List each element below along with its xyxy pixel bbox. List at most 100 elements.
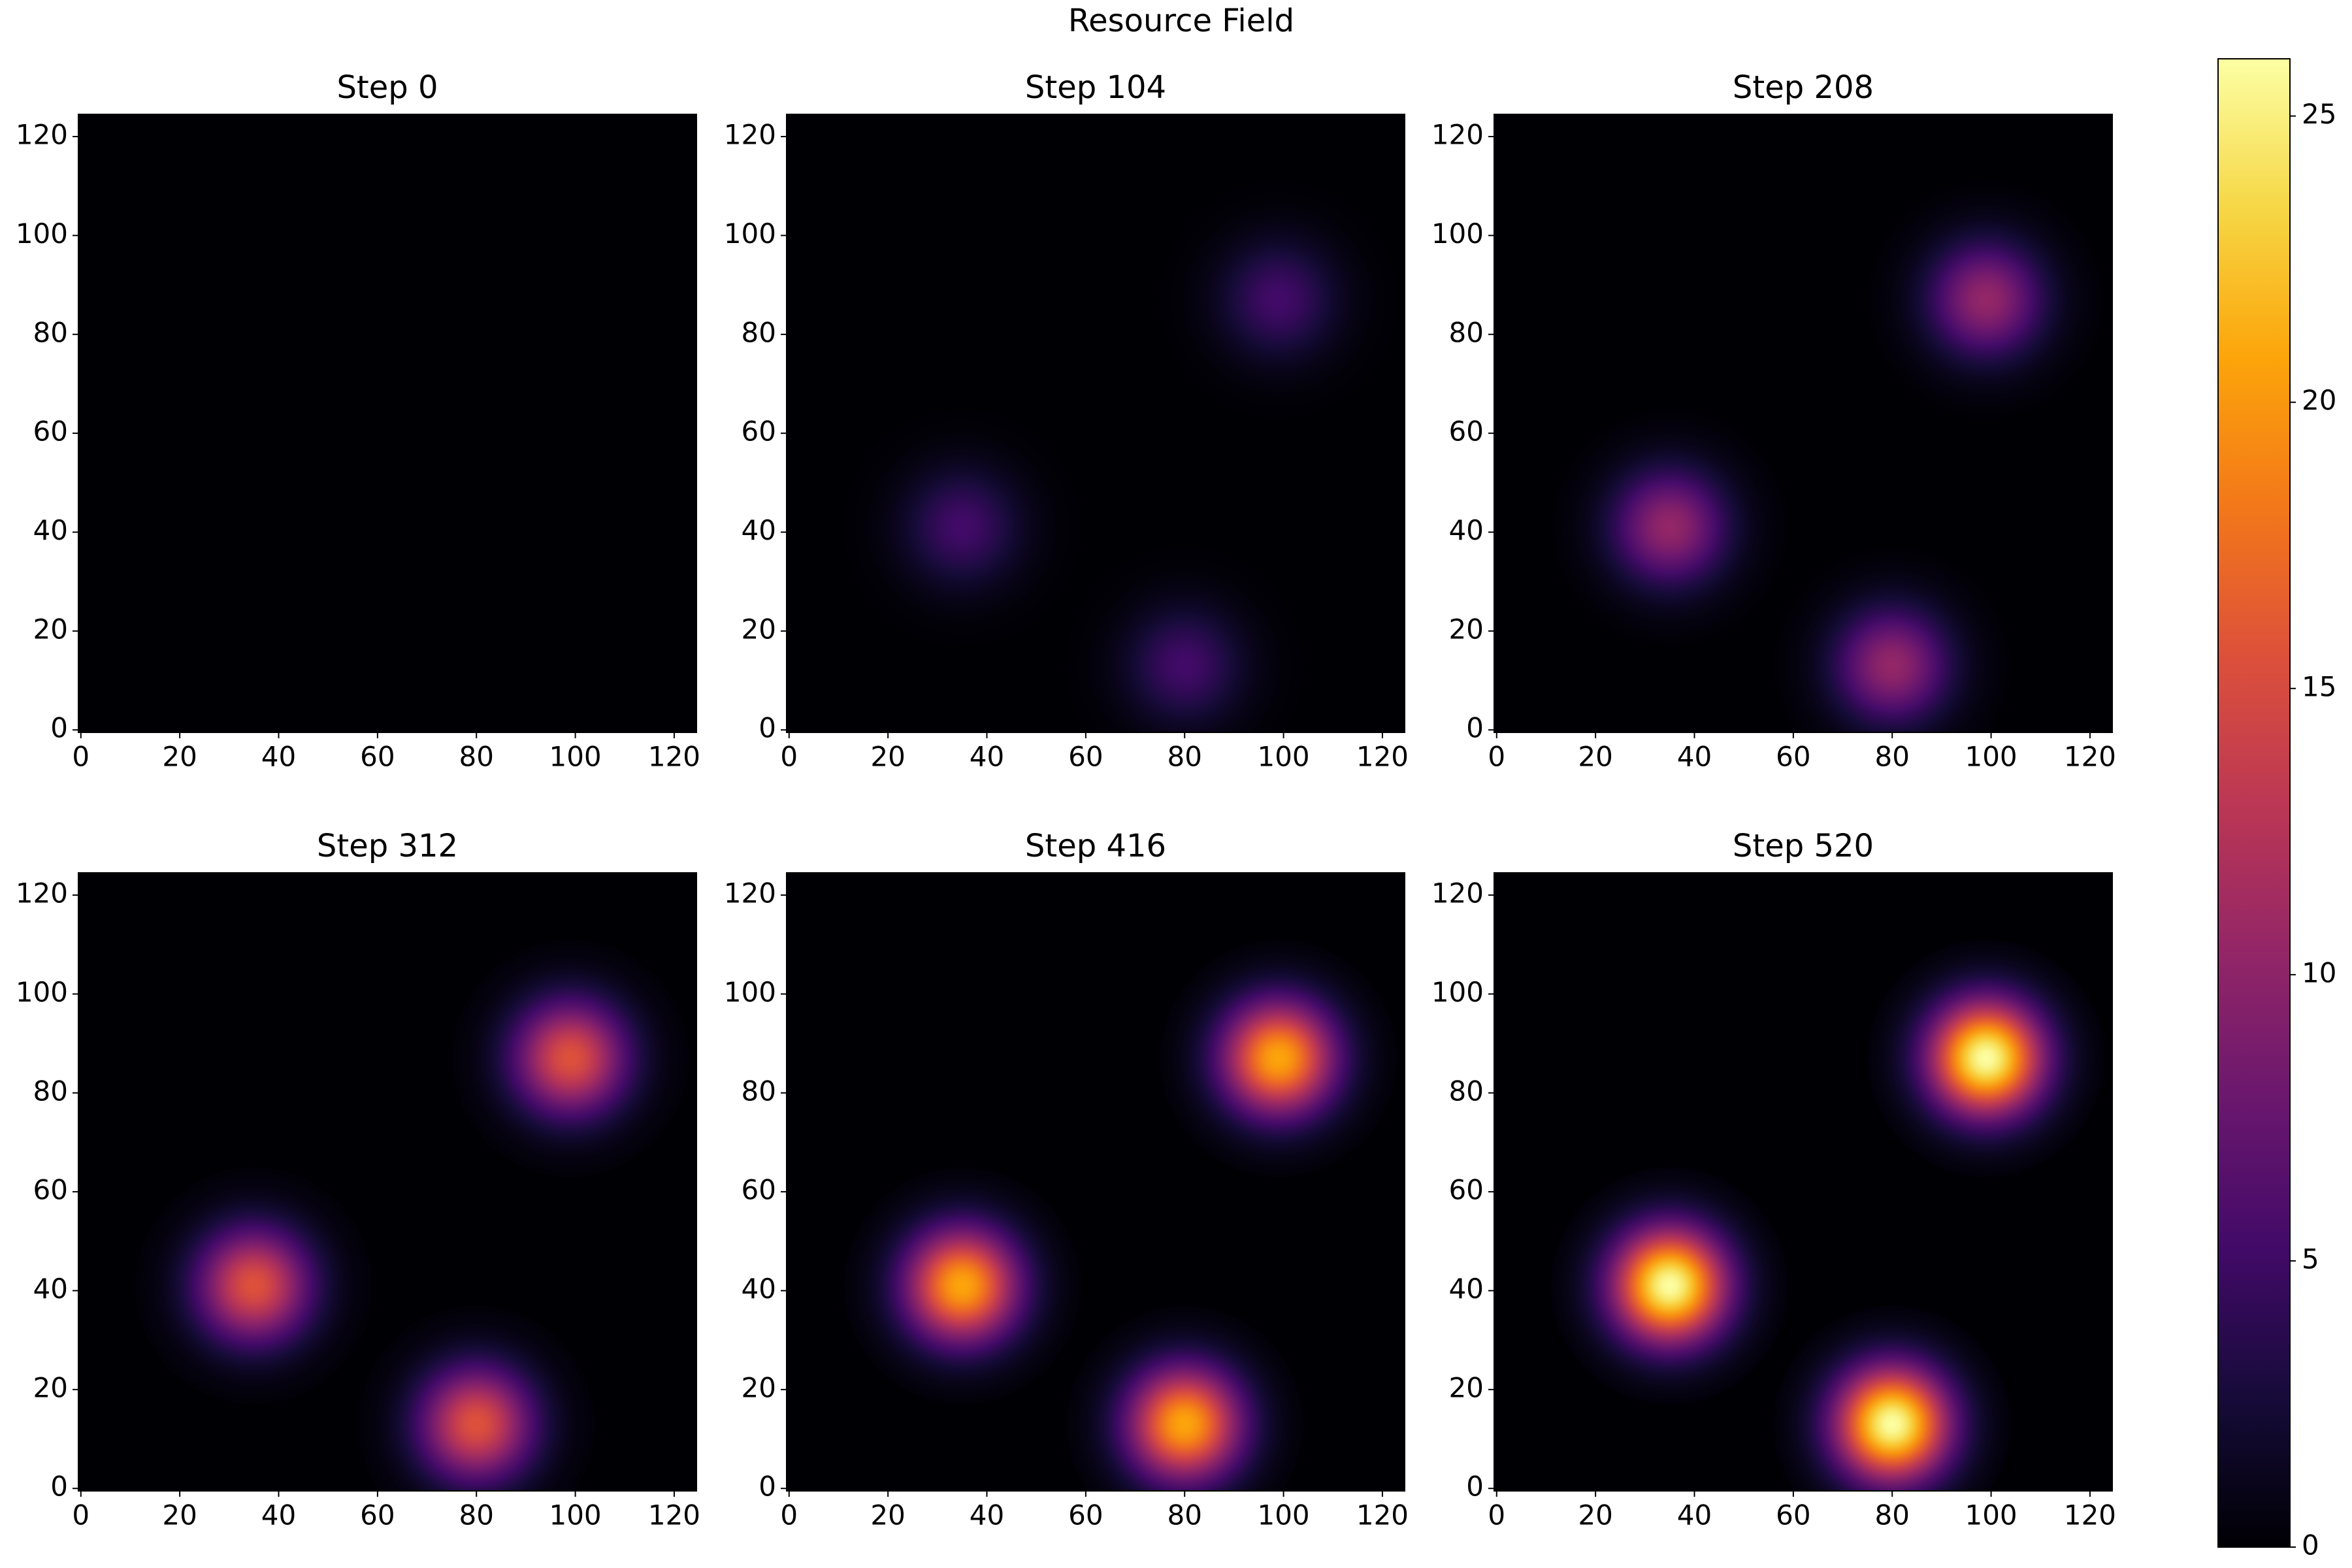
y-tick-label: 80 — [33, 1075, 68, 1107]
x-tick-label: 100 — [1257, 1499, 1309, 1531]
blob — [1551, 1167, 1789, 1405]
y-tick-label: 120 — [724, 119, 776, 151]
blob — [135, 408, 373, 646]
colorbar-tick-label: 15 — [2302, 670, 2336, 702]
panel-title: Step 416 — [1025, 828, 1166, 864]
blobs — [1551, 181, 2105, 732]
x-tick-label: 40 — [1677, 1499, 1712, 1531]
blob — [1160, 939, 1397, 1177]
blobs — [135, 939, 689, 1491]
axes-frame — [78, 872, 697, 1492]
blob — [1066, 1305, 1303, 1491]
x-tick-label: 80 — [1874, 741, 1909, 773]
colorbar-tick-label: 25 — [2302, 98, 2336, 130]
y-tick-label: 80 — [1449, 1075, 1484, 1107]
x-tick-label: 120 — [2064, 1499, 2116, 1531]
y-tick-label: 40 — [1449, 514, 1484, 546]
x-tick-label: 60 — [1068, 741, 1103, 773]
blob — [1066, 547, 1303, 732]
y-tick-label: 40 — [33, 1273, 68, 1305]
panel-title: Step 208 — [1733, 69, 1874, 106]
x-tick-label: 40 — [970, 1499, 1004, 1531]
x-tick-label: 100 — [1257, 741, 1309, 773]
colorbar — [2217, 58, 2291, 1548]
panel-title: Step 520 — [1733, 828, 1874, 864]
blob — [451, 181, 689, 419]
y-tick-label: 100 — [16, 976, 68, 1008]
panel: Step 0 0 20 40 60 80 100 120 0 20 40 60 80 100 120 — [16, 69, 700, 773]
x-tick-label: 80 — [1167, 1499, 1201, 1531]
y-tick-label: 120 — [1431, 877, 1484, 909]
y-tick-label: 100 — [724, 218, 776, 250]
y-tick-label: 20 — [742, 1371, 776, 1403]
x-tick-label: 80 — [1167, 741, 1201, 773]
x-tick-label: 120 — [1356, 741, 1409, 773]
x-tick-label: 40 — [261, 1499, 296, 1531]
y-tick-label: 60 — [1449, 416, 1484, 448]
panel: Step 416 0 20 40 60 80 100 120 0 20 40 60 80 100 120 — [724, 828, 1409, 1531]
colorbar-tick-label: 10 — [2302, 956, 2336, 988]
y-tick-label: 0 — [50, 1471, 68, 1503]
y-tick-label: 100 — [1431, 976, 1484, 1008]
x-tick-label: 80 — [1874, 1499, 1909, 1531]
x-tick-label: 120 — [2064, 741, 2116, 773]
y-tick-label: 40 — [742, 1273, 776, 1305]
axes-frame — [1494, 114, 2113, 733]
y-tick-label: 120 — [16, 877, 68, 909]
panel: Step 520 0 20 40 60 80 100 120 0 20 40 60 80 100 120 — [1431, 828, 2116, 1531]
y-tick-label: 100 — [16, 218, 68, 250]
x-tick-label: 60 — [1068, 1499, 1103, 1531]
y-tick-label: 60 — [33, 1174, 68, 1206]
x-tick-label: 100 — [1965, 741, 2017, 773]
blob — [357, 1305, 595, 1491]
x-tick-label: 20 — [162, 741, 197, 773]
y-tick-label: 60 — [742, 1174, 776, 1206]
y-tick-label: 40 — [742, 514, 776, 546]
blob — [1773, 1305, 2011, 1491]
y-tick-label: 40 — [33, 514, 68, 546]
panel: Step 104 0 20 40 60 80 100 120 0 20 40 60 80 100 120 — [724, 69, 1409, 773]
blob — [843, 1167, 1081, 1405]
y-tick-label: 60 — [742, 416, 776, 448]
y-tick-label: 120 — [16, 119, 68, 151]
x-tick-label: 0 — [1488, 741, 1505, 773]
y-tick-label: 0 — [1466, 712, 1484, 744]
colorbar-tick-label: 20 — [2302, 384, 2336, 416]
panel-title: Step 312 — [317, 828, 458, 864]
y-tick-label: 120 — [724, 877, 776, 909]
panel: Step 312 0 20 40 60 80 100 120 0 20 40 60 80 100 120 — [16, 828, 700, 1531]
x-tick-label: 100 — [1965, 1499, 2017, 1531]
y-tick-label: 60 — [1449, 1174, 1484, 1206]
blobs — [843, 181, 1397, 732]
panel-title: Step 104 — [1025, 69, 1166, 106]
y-tick-label: 0 — [759, 1471, 776, 1503]
x-tick-label: 20 — [870, 741, 905, 773]
panel-title: Step 0 — [336, 69, 438, 106]
x-tick-label: 20 — [870, 1499, 905, 1531]
axes-frame — [786, 872, 1405, 1492]
blob — [135, 1167, 373, 1405]
x-tick-label: 0 — [780, 741, 798, 773]
x-tick-label: 60 — [1776, 1499, 1810, 1531]
blobs — [1551, 939, 2105, 1491]
panel: Step 208 0 20 40 60 80 100 120 0 20 40 60 80 100 120 — [1431, 69, 2116, 773]
y-tick-label: 80 — [1449, 316, 1484, 348]
x-tick-label: 40 — [261, 741, 296, 773]
y-tick-label: 80 — [742, 1075, 776, 1107]
y-tick-label: 20 — [742, 613, 776, 645]
colorbar-tick-label: 5 — [2302, 1243, 2319, 1275]
axes-frame — [786, 114, 1405, 733]
y-tick-label: 20 — [1449, 1371, 1484, 1403]
blob — [843, 408, 1081, 646]
blob — [357, 547, 595, 732]
y-tick-label: 80 — [33, 316, 68, 348]
x-tick-label: 40 — [1677, 741, 1712, 773]
x-tick-label: 20 — [162, 1499, 197, 1531]
y-tick-label: 20 — [33, 1371, 68, 1403]
x-tick-label: 0 — [72, 1499, 90, 1531]
x-tick-label: 120 — [648, 741, 700, 773]
x-tick-label: 40 — [970, 741, 1004, 773]
x-tick-label: 60 — [360, 1499, 395, 1531]
x-tick-label: 60 — [360, 741, 395, 773]
